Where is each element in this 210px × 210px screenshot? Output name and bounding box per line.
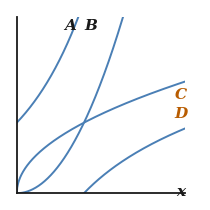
Text: B: B <box>84 20 97 33</box>
Text: x: x <box>176 185 185 199</box>
Text: C: C <box>175 88 187 102</box>
Text: A: A <box>65 20 76 33</box>
Text: D: D <box>174 107 187 121</box>
